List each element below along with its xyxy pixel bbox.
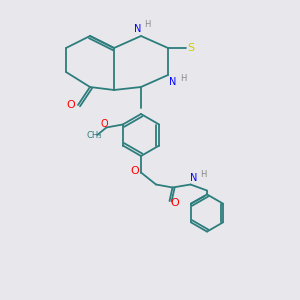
Text: H: H xyxy=(200,170,206,179)
Text: H: H xyxy=(180,74,187,83)
Text: N: N xyxy=(134,23,142,34)
Text: O: O xyxy=(100,119,108,129)
Text: N: N xyxy=(169,76,176,87)
Text: CH₃: CH₃ xyxy=(87,131,102,140)
Text: O: O xyxy=(130,166,139,176)
Text: O: O xyxy=(66,100,75,110)
Text: O: O xyxy=(170,197,179,208)
Text: H: H xyxy=(144,20,151,29)
Text: N: N xyxy=(190,173,197,183)
Text: S: S xyxy=(187,43,194,53)
